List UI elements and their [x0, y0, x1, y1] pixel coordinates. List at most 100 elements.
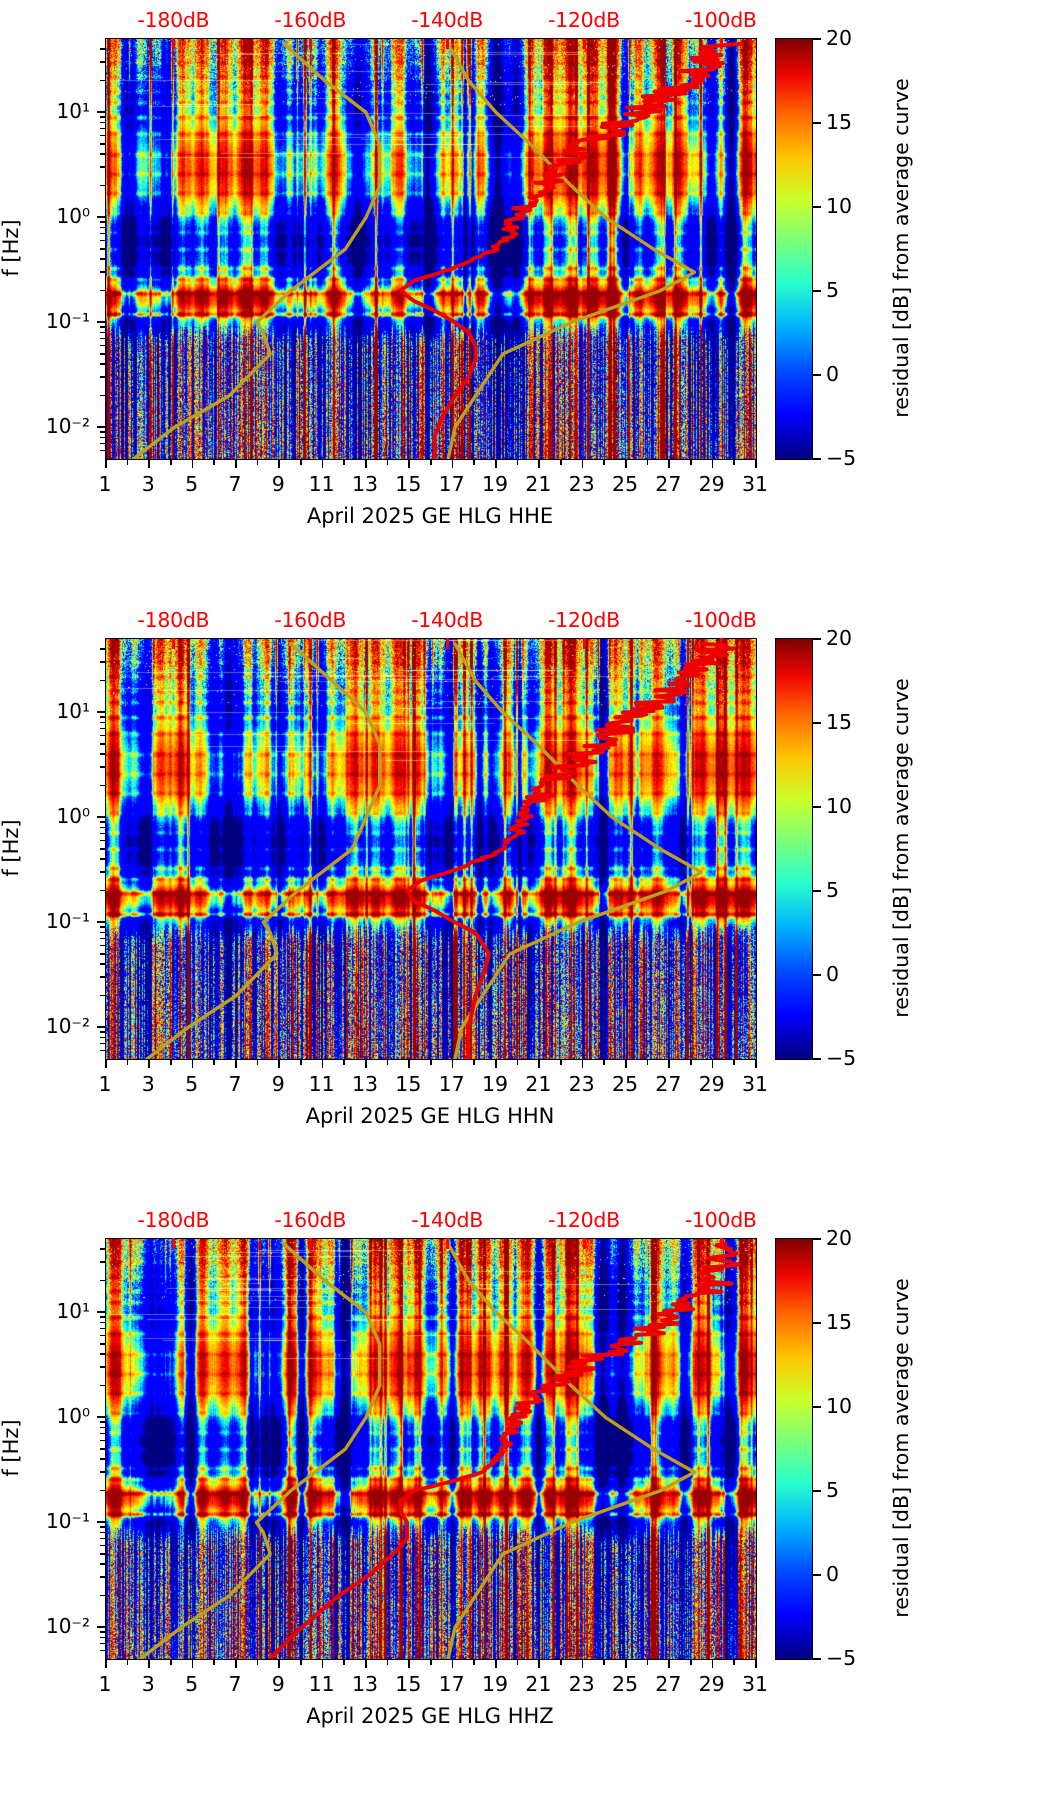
colorbar-tick [813, 1574, 821, 1576]
x-axis-minor-tick [300, 1060, 302, 1065]
y-axis-minor-tick [100, 1036, 105, 1039]
x-axis-minor-tick [386, 1660, 389, 1665]
x-axis-tick [235, 460, 237, 468]
y-axis-minor-tick [100, 1642, 105, 1645]
x-axis-tick [755, 1060, 757, 1068]
y-axis-minor-tick [100, 431, 105, 433]
x-axis-minor-tick [300, 460, 302, 465]
x-axis-tick-label: 5 [185, 472, 199, 496]
y-axis-tick [97, 216, 105, 219]
x-axis-minor-tick [126, 1060, 129, 1065]
x-axis-minor-tick [603, 1660, 606, 1665]
x-axis-tick-label: 7 [228, 1072, 242, 1096]
y-axis-minor-tick [100, 1489, 105, 1492]
y-axis-minor-tick [100, 839, 105, 842]
colorbar-tick-label: 0 [826, 362, 840, 386]
db-axis-label: -120dB [548, 1208, 620, 1232]
x-axis-tick-label: 31 [741, 1672, 769, 1696]
x-axis-minor-tick [126, 460, 129, 465]
x-axis-tick [538, 460, 541, 468]
x-axis-tick [538, 1060, 541, 1068]
x-axis-tick-label: 25 [611, 472, 639, 496]
x-axis-tick [408, 1660, 411, 1668]
colorbar-tick-label: 5 [826, 1478, 840, 1502]
psd-curve [268, 1241, 742, 1659]
x-axis-tick [191, 460, 194, 468]
x-axis-minor-tick [516, 1660, 519, 1665]
x-axis-minor-tick [343, 460, 346, 465]
x-axis-tick [755, 1660, 757, 1668]
x-axis-minor-tick [473, 1060, 476, 1065]
y-axis-minor-tick [100, 166, 105, 168]
x-axis-tick-label: 1 [98, 472, 112, 496]
y-axis-minor-tick [100, 926, 105, 928]
colorbar-tick [813, 458, 821, 460]
y-axis-tick-label: 10¹ [56, 699, 90, 724]
panel-hhz: -180dB -160dB -140dB -120dB -100dB f [Hz] 10… [0, 1208, 1052, 1798]
panel-title: April 2025 GE HLG HHE [306, 504, 554, 528]
colorbar-gradient [775, 38, 813, 460]
y-axis-minor-tick [100, 743, 105, 745]
y-axis-tick-label: 10⁰ [56, 204, 90, 229]
x-axis-minor-tick [603, 460, 606, 465]
y-axis-minor-tick [100, 134, 105, 137]
x-axis-tick [668, 460, 671, 468]
db-axis-label: -180dB [137, 1208, 210, 1232]
y-axis-minor-tick [100, 716, 105, 718]
nhnm-curve [446, 1242, 697, 1659]
db-axis-tick [719, 38, 723, 49]
x-axis-minor-tick [646, 1660, 649, 1665]
y-axis-minor-tick [100, 1594, 105, 1597]
nlnm-curve [138, 1242, 382, 1659]
colorbar-tick [813, 122, 821, 124]
y-axis-minor-tick [100, 1537, 105, 1540]
colorbar-tick-label: 10 [826, 794, 853, 818]
db-axis-label: -100dB [684, 1208, 757, 1232]
x-axis-tick [148, 1660, 151, 1668]
x-axis-tick [581, 1060, 584, 1068]
colorbar-tick [813, 722, 821, 724]
db-axis-tick [309, 38, 313, 49]
db-axis-tick [172, 1238, 176, 1249]
overlay-curves [138, 1241, 742, 1659]
y-axis-minor-tick [100, 143, 105, 145]
y-axis-minor-tick [100, 727, 105, 730]
y-axis-minor-tick [100, 1576, 105, 1578]
y-axis-minor-tick [100, 1049, 105, 1052]
y-axis-tick-label: 10⁻² [45, 414, 90, 439]
y-axis-minor-tick [100, 271, 105, 273]
x-axis-minor-tick [343, 1660, 346, 1665]
db-axis-label: -160dB [274, 8, 347, 32]
colorbar-tick [813, 890, 821, 892]
x-axis-tick-label: 19 [481, 1672, 509, 1696]
x-axis-tick [495, 1660, 497, 1668]
colorbar-title: residual [dB] from average curve [889, 78, 913, 418]
db-axis-tick [172, 38, 176, 49]
y-axis-minor-tick [100, 648, 105, 650]
y-axis-tick [97, 816, 105, 819]
x-axis-tick-label: 13 [351, 1072, 379, 1096]
x-axis-tick [365, 460, 367, 468]
x-axis-minor-tick [170, 1060, 172, 1065]
overlay-curves [131, 41, 745, 459]
y-axis-minor-tick [100, 1031, 105, 1033]
spectrogram-plot[interactable] [105, 38, 757, 460]
x-axis-tick-label: 9 [271, 1672, 285, 1696]
spectrogram-plot[interactable] [105, 1238, 757, 1660]
y-axis-minor-tick [100, 289, 105, 292]
colorbar-title-holder: residual [dB] from average curve [884, 1238, 918, 1658]
x-axis-tick-label: 21 [525, 472, 552, 496]
colorbar-tick-label: 10 [826, 1394, 853, 1418]
x-axis-tick [105, 460, 107, 468]
x-axis-minor-tick [213, 1060, 216, 1065]
x-axis-tick-label: 17 [438, 472, 465, 496]
spectrogram-plot[interactable] [105, 638, 757, 1060]
x-axis-tick [625, 1660, 627, 1668]
db-axis-label: -140dB [411, 608, 483, 632]
x-axis-tick [365, 1660, 367, 1668]
y-axis-minor-tick [100, 353, 105, 355]
colorbar-tick [813, 1058, 821, 1060]
db-annotation-row: -180dB -160dB -140dB -120dB -100dB [105, 608, 757, 638]
x-axis-tick-label: 11 [308, 1072, 335, 1096]
y-axis-tick [97, 711, 105, 714]
